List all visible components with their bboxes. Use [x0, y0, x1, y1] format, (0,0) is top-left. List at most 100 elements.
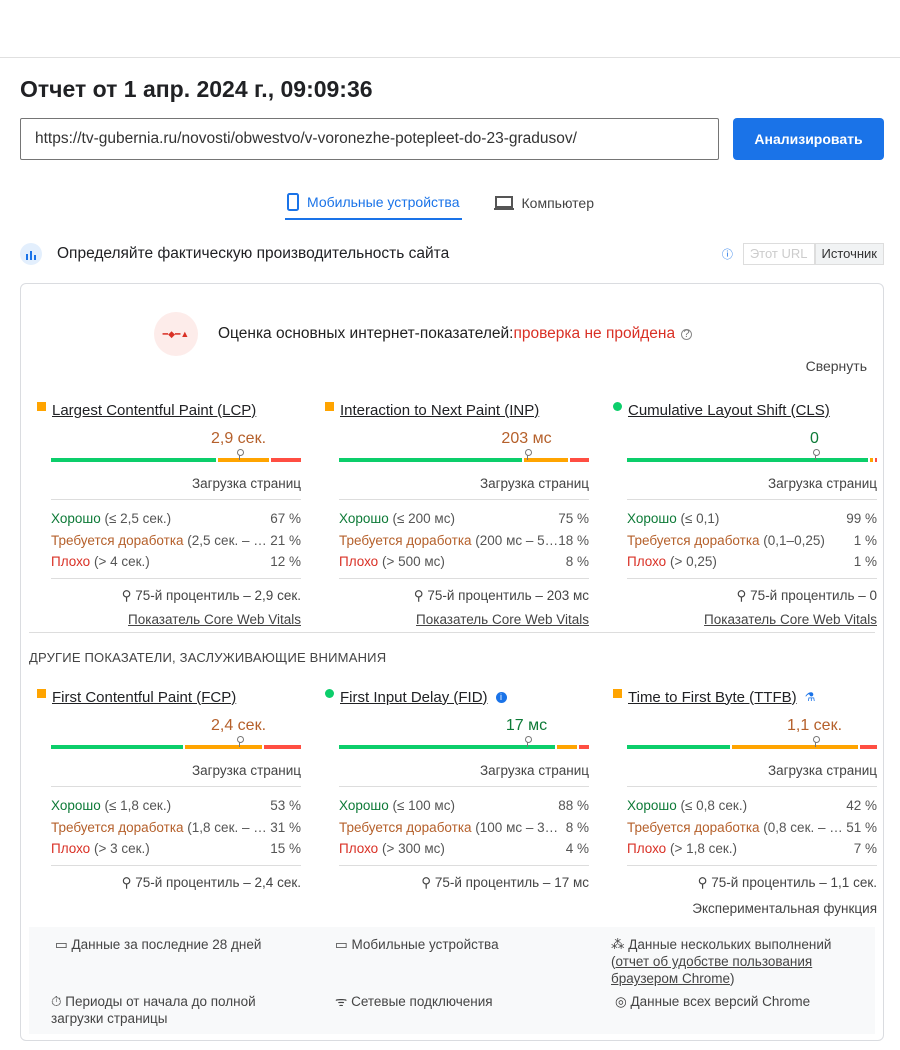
tab-desktop[interactable]: Компьютер	[492, 186, 596, 220]
distribution-rows: Хорошо (≤ 0,8 сек.) 42 % Требуется доработ…	[627, 787, 877, 866]
bar-segment-poor	[271, 458, 301, 462]
metric-value: 2,9 сек.	[210, 430, 267, 447]
row-ni: Требуется доработка (100 мс – 300 мс)8 %	[339, 819, 589, 835]
status-ni-icon	[37, 688, 46, 698]
distribution-bar	[339, 736, 589, 749]
p75-marker	[236, 449, 244, 460]
metric-header: Largest Contentful Paint (LCP)	[37, 400, 301, 420]
url-input[interactable]	[20, 118, 719, 160]
core-metrics: Largest Contentful Paint (LCP) 2,9 сек. …	[37, 400, 877, 627]
assessment-label: Оценка основных интернет-показателей:	[218, 325, 514, 342]
bar-segment-poor	[874, 458, 877, 462]
metric-value: 203 мс	[501, 430, 552, 447]
calendar-icon: ▭	[55, 937, 72, 952]
row-ni: Требуется доработка (1,8 сек. – 3 сек.)3…	[51, 819, 301, 835]
row-ni: Требуется доработка (0,1–0,25) 1 %	[627, 532, 877, 548]
mobile-icon	[287, 193, 299, 211]
section-title: Определяйте фактическую производительнос…	[57, 245, 450, 262]
metric-header: Cumulative Layout Shift (CLS)	[613, 400, 877, 420]
pin-icon: ⚲	[421, 874, 435, 890]
row-good: Хорошо (≤ 200 мс) 75 %	[339, 511, 589, 526]
origin-button[interactable]: Источник	[814, 243, 884, 265]
bar-segment-ni	[217, 458, 270, 462]
bar-segment-poor	[263, 745, 301, 749]
pin-icon: ⚲	[697, 874, 712, 890]
distribution-bar	[51, 449, 301, 462]
row-poor: Плохо (> 1,8 сек.) 7 %	[627, 841, 877, 856]
row-ni: Требуется доработка (2,5 сек. – 4 сек.)2…	[51, 532, 301, 548]
distribution-rows: Хорошо (≤ 1,8 сек.) 53 % Требуется доработ…	[51, 787, 301, 866]
crux-link[interactable]: отчет об удобстве пользования браузером …	[611, 954, 813, 986]
metric-name-link[interactable]: Interaction to Next Paint (INP)	[340, 401, 540, 419]
metric-header: Time to First Byte (TTFB) ⚗	[613, 687, 877, 707]
distribution-bar	[51, 736, 301, 749]
metric-name-link[interactable]: First Input Delay (FID)	[340, 688, 488, 706]
this-url-button[interactable]: Этот URL	[742, 243, 815, 265]
distribution-bar	[339, 449, 589, 462]
metric-value: 17 мс	[505, 717, 548, 734]
top-bar	[0, 0, 900, 58]
p75-text: ⚲ 75-й процентиль – 17 мс	[421, 874, 589, 890]
p75-text: ⚲ 75-й процентиль – 2,4 сек.	[121, 874, 301, 890]
metric-name-link[interactable]: Cumulative Layout Shift (CLS)	[628, 401, 830, 419]
info-icon[interactable]: i	[495, 691, 507, 703]
bar-segment-ni	[557, 745, 578, 749]
bar-segment-ni	[184, 745, 262, 749]
cwv-link[interactable]: Показатель Core Web Vitals	[416, 611, 589, 627]
pin-icon: ⚲	[413, 587, 428, 603]
p75-marker	[524, 449, 532, 460]
timer-icon: ⏱	[51, 994, 66, 1009]
status-good-icon	[613, 401, 622, 411]
metric-header: Interaction to Next Paint (INP)	[325, 400, 589, 420]
laptop-icon	[493, 196, 514, 210]
loads-label: Загрузка страниц	[51, 476, 301, 500]
analyze-button[interactable]: Анализировать	[733, 118, 884, 160]
bar-segment-good	[627, 458, 869, 462]
other-metrics-title: ДРУГИЕ ПОКАЗАТЕЛИ, ЗАСЛУЖИВАЮЩИЕ ВНИМАНИ…	[29, 650, 387, 665]
collapse-button[interactable]: Свернуть	[805, 358, 867, 374]
fail-icon: ━◆━▲	[154, 312, 198, 356]
p75-marker	[812, 449, 820, 460]
distribution-rows: Хорошо (≤ 200 мс) 75 % Требуется доработка…	[339, 500, 589, 579]
loads-label: Загрузка страниц	[51, 763, 301, 787]
experimental-label: Экспериментальная функция	[692, 900, 877, 916]
row-poor: Плохо (> 300 мс) 4 %	[339, 841, 589, 856]
users-icon: ⁂	[611, 937, 629, 952]
bar-segment-good	[339, 458, 522, 462]
row-good: Хорошо (≤ 2,5 сек.) 67 %	[51, 511, 301, 526]
cwv-link[interactable]: Показатель Core Web Vitals	[704, 611, 877, 627]
metric-name-link[interactable]: Largest Contentful Paint (LCP)	[52, 401, 257, 419]
status-good-icon	[325, 688, 334, 698]
bar-segment-ni	[870, 458, 873, 462]
assessment-status: проверка не пройдена	[513, 325, 676, 342]
info-icon[interactable]: ⓘ	[721, 249, 733, 261]
metric-header: First Contentful Paint (FCP)	[37, 687, 301, 707]
cwv-link[interactable]: Показатель Core Web Vitals	[128, 611, 301, 627]
metric-name-link[interactable]: Time to First Byte (TTFB)	[628, 688, 797, 706]
field-data-card: ━◆━▲ Оценка основных интернет-показателе…	[20, 283, 884, 1041]
bar-segment-good	[339, 745, 556, 749]
device-tabs: Мобильные устройства Компьютер	[285, 186, 596, 220]
tab-label: Мобильные устройства	[307, 194, 460, 210]
wifi-icon: ᯤ	[335, 994, 352, 1009]
row-poor: Плохо (> 3 сек.) 15 %	[51, 841, 301, 856]
help-icon[interactable]: ?	[681, 328, 693, 340]
metric-card: Largest Contentful Paint (LCP) 2,9 сек. …	[37, 400, 301, 627]
bar-segment-good	[51, 458, 216, 462]
tab-mobile[interactable]: Мобильные устройства	[285, 186, 462, 220]
status-ni-icon	[37, 401, 46, 411]
metric-card: First Contentful Paint (FCP) 2,4 сек. За…	[37, 687, 301, 916]
distribution-bar	[627, 449, 877, 462]
distribution-rows: Хорошо (≤ 100 мс) 88 % Требуется доработка…	[339, 787, 589, 866]
status-ni-icon	[613, 688, 622, 698]
pin-icon: ⚲	[121, 874, 136, 890]
p75-marker	[236, 736, 244, 747]
loads-label: Загрузка страниц	[339, 763, 589, 787]
row-good: Хорошо (≤ 1,8 сек.) 53 %	[51, 798, 301, 813]
page-title: Отчет от 1 апр. 2024 г., 09:09:36	[20, 76, 373, 102]
bar-segment-ni	[732, 745, 858, 749]
status-ni-icon	[325, 401, 334, 411]
p75-text: ⚲ 75-й процентиль – 1,1 сек.	[697, 874, 877, 890]
metric-name-link[interactable]: First Contentful Paint (FCP)	[52, 688, 237, 706]
info-multi: ⁂ Данные нескольких выполнений (отчет об …	[611, 937, 832, 986]
